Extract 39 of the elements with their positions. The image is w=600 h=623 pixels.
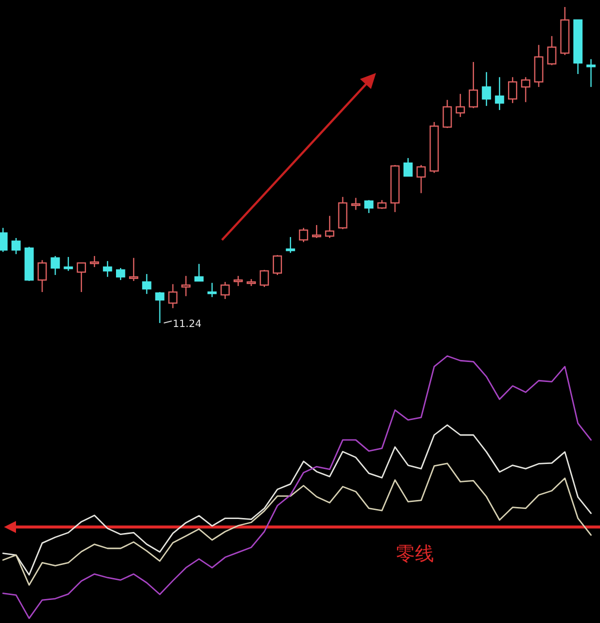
candlestick xyxy=(482,71,492,107)
candlestick xyxy=(207,282,217,298)
candlestick xyxy=(508,76,518,104)
candlestick xyxy=(90,255,100,268)
ref-line-label: 零线 xyxy=(396,543,434,565)
candlestick xyxy=(286,236,296,254)
candlestick xyxy=(456,93,465,118)
candlestick xyxy=(168,284,178,309)
candlestick xyxy=(50,255,60,276)
candlestick xyxy=(76,262,86,293)
candlestick xyxy=(38,260,47,293)
candlestick xyxy=(325,215,334,239)
candlestick xyxy=(351,197,360,210)
candlestick xyxy=(0,227,8,252)
candlestick xyxy=(586,58,596,88)
candlestick xyxy=(220,281,230,300)
candlestick xyxy=(181,275,191,297)
candlestick xyxy=(521,76,530,103)
candlestick xyxy=(116,267,126,281)
candlestick xyxy=(547,35,556,66)
candlestick xyxy=(403,157,413,177)
candlestick xyxy=(142,273,152,295)
candlestick xyxy=(416,164,426,194)
candlestick xyxy=(194,263,204,282)
candlestick xyxy=(494,76,504,111)
candlestick xyxy=(298,227,308,243)
candlestick xyxy=(272,254,282,276)
candlestick xyxy=(64,256,73,272)
candlestick xyxy=(102,260,112,278)
candlestick xyxy=(468,61,478,109)
candlestick xyxy=(312,224,322,239)
candlestick xyxy=(364,199,374,214)
candlestick xyxy=(260,269,269,288)
candlestick xyxy=(442,99,452,129)
candlestick xyxy=(129,257,138,282)
candlestick xyxy=(11,237,21,255)
annotation: 11.24 xyxy=(172,319,202,330)
candlestick xyxy=(155,291,164,324)
candlestick xyxy=(234,275,243,287)
